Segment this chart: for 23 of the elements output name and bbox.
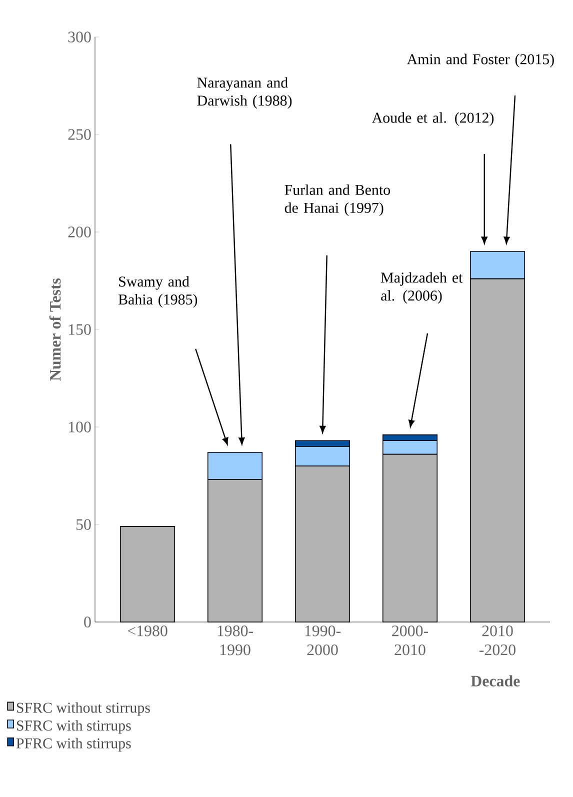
annotation: Narayanan and Darwish (1988)	[197, 77, 292, 109]
x-tick-label: 1980-1990	[218, 626, 254, 656]
y-tick-label: 0	[84, 616, 91, 628]
legend-label: PFRC with stirrups	[16, 738, 131, 752]
annotation: Majdzadeh et al. (2006)	[381, 272, 463, 304]
x-axis-title: Decade	[470, 675, 520, 686]
annotation: Aoude et al. (2012)	[372, 112, 494, 126]
y-tick-label: 300	[68, 32, 91, 42]
legend-label: SFRC without stirrups	[16, 702, 150, 716]
legend-label: SFRC with stirrups	[16, 720, 131, 734]
y-tick-label: 200	[68, 226, 91, 238]
y-tick-label: 250	[68, 129, 91, 140]
x-tick-label: 1990-2000	[305, 626, 341, 656]
y-tick-label: 50	[76, 519, 91, 530]
annotation: Amin and Foster (2015)	[406, 54, 554, 68]
annotation: Swamy and Bahia (1985)	[118, 276, 198, 308]
y-tick-label: 100	[68, 422, 91, 432]
annotation: Furlan and Bento de Hanai (1997)	[284, 184, 390, 216]
y-tick-label: 150	[68, 324, 91, 335]
x-tick-label: 2000-2010	[392, 626, 428, 656]
x-tick-label: <1980	[128, 626, 168, 636]
y-axis-title: Numer of Tests	[49, 278, 61, 381]
x-tick-label: 2010 -2020	[480, 626, 516, 656]
